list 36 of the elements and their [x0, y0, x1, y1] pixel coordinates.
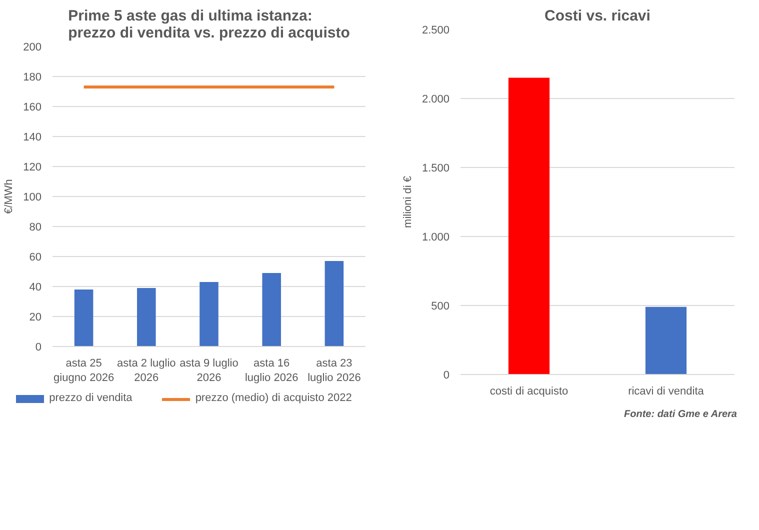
y-tick-label: 2.500	[422, 24, 450, 36]
x-tick-label: costi di acquisto	[490, 386, 568, 398]
source-note: Fonte: dati Gme e Arera	[623, 408, 737, 422]
x-tick-label: asta 23 luglio 2026	[308, 358, 361, 384]
legend-label: prezzo (medio) di acquisto 2022	[194, 391, 352, 406]
y-tick-label: 140	[23, 132, 42, 144]
y-tick-label: 1.500	[422, 162, 450, 174]
y-axis-title: milioni di €	[402, 176, 414, 228]
legend-label: prezzo di vendita	[48, 391, 132, 406]
y-tick-label: 60	[29, 252, 42, 264]
y-tick-label: 500	[431, 300, 450, 312]
bar	[137, 288, 156, 346]
x-tick-label: ricavi di vendita	[628, 386, 705, 398]
x-tick-label: asta 2 luglio 2026	[117, 358, 176, 384]
y-tick-label: 120	[23, 162, 42, 174]
y-tick-label: 20	[29, 312, 42, 324]
y-axis-title: €/MWh	[3, 179, 16, 214]
y-tick-label: 180	[23, 72, 42, 84]
y-tick-label: 80	[29, 222, 42, 234]
y-tick-label: 200	[23, 42, 42, 54]
chart-title: Prime 5 aste gas di ultima istanza: prezzo di vendita vs. prezzo di acquisto	[68, 8, 350, 42]
x-tick-label: asta 9 luglio 2026	[180, 358, 238, 384]
y-tick-label: 100	[23, 192, 42, 204]
y-tick-label: 0	[35, 342, 42, 354]
bar	[262, 273, 281, 346]
y-tick-label: 40	[29, 282, 42, 294]
y-tick-label: 2.000	[422, 94, 450, 106]
chart-title: Costi vs. ricavi	[544, 8, 650, 24]
bar	[74, 290, 94, 346]
bar	[324, 261, 344, 346]
bar	[200, 282, 218, 346]
y-tick-label: 0	[443, 370, 450, 382]
x-tick-label: asta 25 giugno 2026	[54, 358, 114, 384]
y-tick-label: 1.000	[422, 232, 450, 244]
y-tick-label: 160	[23, 102, 42, 114]
x-tick-label: asta 16 luglio 2026	[244, 358, 298, 384]
